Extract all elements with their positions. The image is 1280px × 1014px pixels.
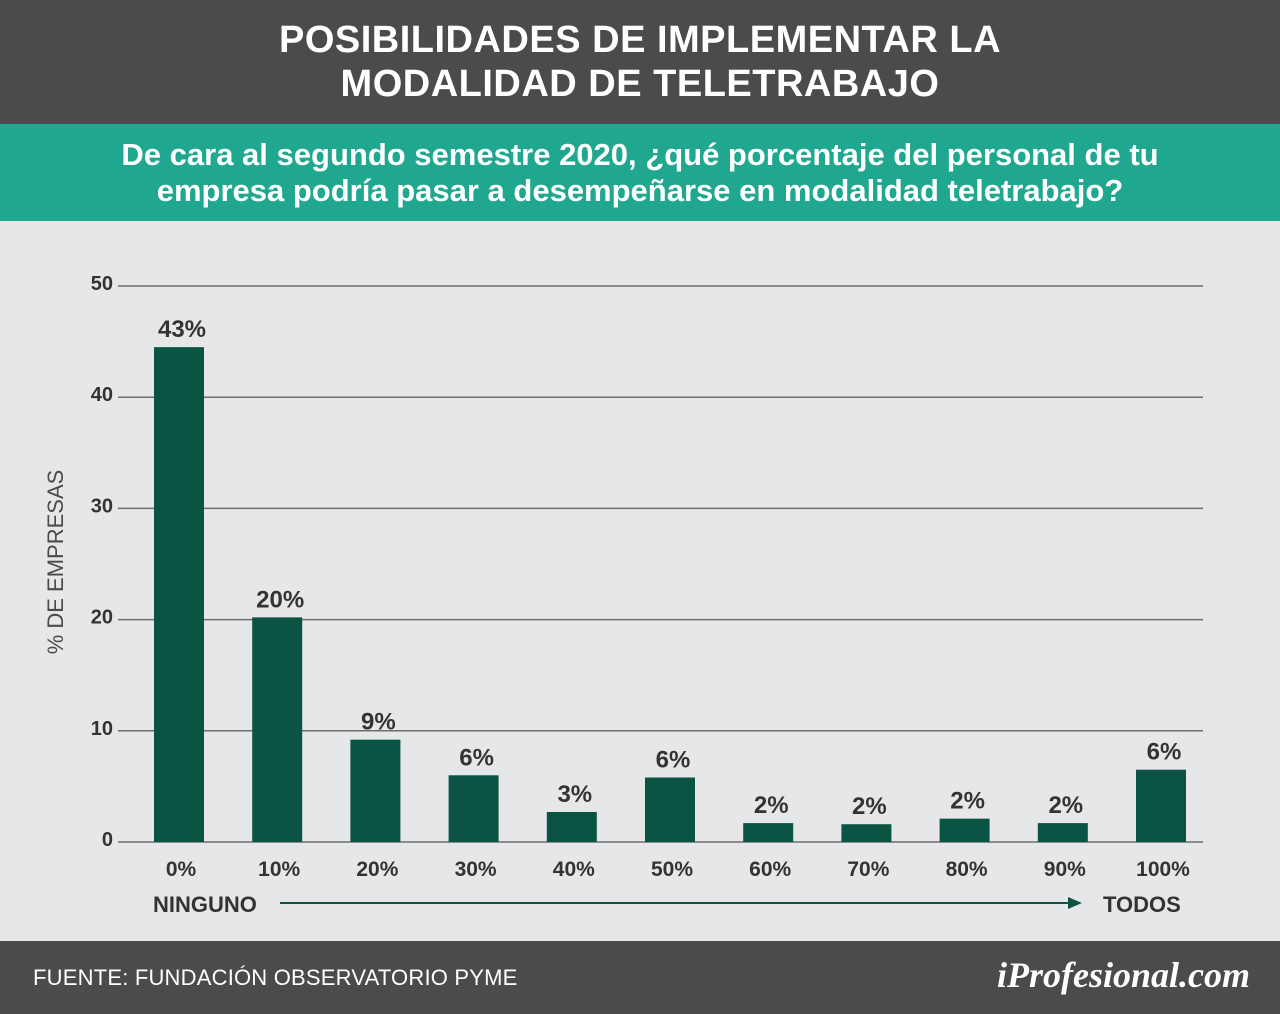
bar [645, 777, 695, 842]
chart-title-line-2: MODALIDAD DE TELETRABAJO [340, 63, 940, 105]
data-label: 2% [950, 788, 985, 815]
brand-logo: iProfesional.com [997, 955, 1250, 995]
y-axis-label: % DE EMPRESAS [43, 469, 68, 655]
y-tick-label: 0 [102, 829, 113, 851]
bar [350, 739, 401, 842]
bar [841, 824, 892, 842]
x-tick-label: 100% [1136, 858, 1190, 881]
range-arrow-head [1068, 897, 1082, 909]
bar [939, 818, 990, 842]
data-label: 6% [656, 747, 691, 774]
data-label: 2% [852, 793, 887, 820]
question-line-2: empresa podría pasar a desempeñarse en m… [156, 172, 1124, 208]
bar [1037, 823, 1088, 842]
bar [743, 823, 794, 842]
bar [546, 811, 597, 842]
data-label: 3% [557, 781, 592, 808]
data-label: 2% [1048, 792, 1083, 819]
y-tick-label: 40 [91, 384, 113, 406]
x-tick-label: 10% [258, 858, 300, 881]
x-tick-label: 40% [553, 858, 595, 881]
x-tick-label: 50% [651, 858, 693, 881]
data-label: 20% [256, 586, 304, 613]
y-tick-label: 30 [91, 495, 113, 517]
data-label: 43% [158, 316, 206, 343]
data-label: 6% [1147, 739, 1182, 766]
data-label: 6% [459, 744, 494, 771]
range-start-label: NINGUNO [153, 892, 257, 917]
data-label: 2% [754, 792, 789, 819]
bar [154, 347, 204, 842]
bar [1136, 769, 1186, 842]
x-tick-label: 90% [1044, 858, 1086, 881]
footer-bar: FUENTE: FUNDACIÓN OBSERVATORIO PYME iPro… [0, 941, 1280, 1014]
x-tick-label: 30% [455, 858, 497, 881]
bar-chart: 0 10 20 30 40 50 43% 0% 20% 10% 9% 20% 6% 30% 3% 40% 6%… [91, 273, 1203, 909]
source-note: FUENTE: FUNDACIÓN OBSERVATORIO PYME [33, 965, 518, 990]
data-label: 9% [361, 709, 396, 736]
bar [448, 775, 499, 842]
chart-title-line-1: POSIBILIDADES DE IMPLEMENTAR LA [278, 19, 1002, 61]
y-tick-label: 10 [91, 718, 113, 740]
question-banner: De cara al segundo semestre 2020, ¿qué p… [0, 124, 1280, 221]
x-tick-label: 60% [749, 858, 791, 881]
question-line-1: De cara al segundo semestre 2020, ¿qué p… [121, 136, 1159, 172]
x-tick-label: 80% [946, 858, 988, 881]
x-tick-label: 0% [166, 858, 197, 881]
range-end-label: TODOS [1103, 892, 1181, 917]
y-tick-label: 20 [91, 607, 113, 629]
x-tick-label: 70% [847, 858, 889, 881]
x-tick-label: 20% [356, 858, 398, 881]
y-tick-label: 50 [91, 273, 113, 295]
header-banner: POSIBILIDADES DE IMPLEMENTAR LA MODALIDA… [0, 0, 1280, 124]
bar [252, 617, 303, 842]
